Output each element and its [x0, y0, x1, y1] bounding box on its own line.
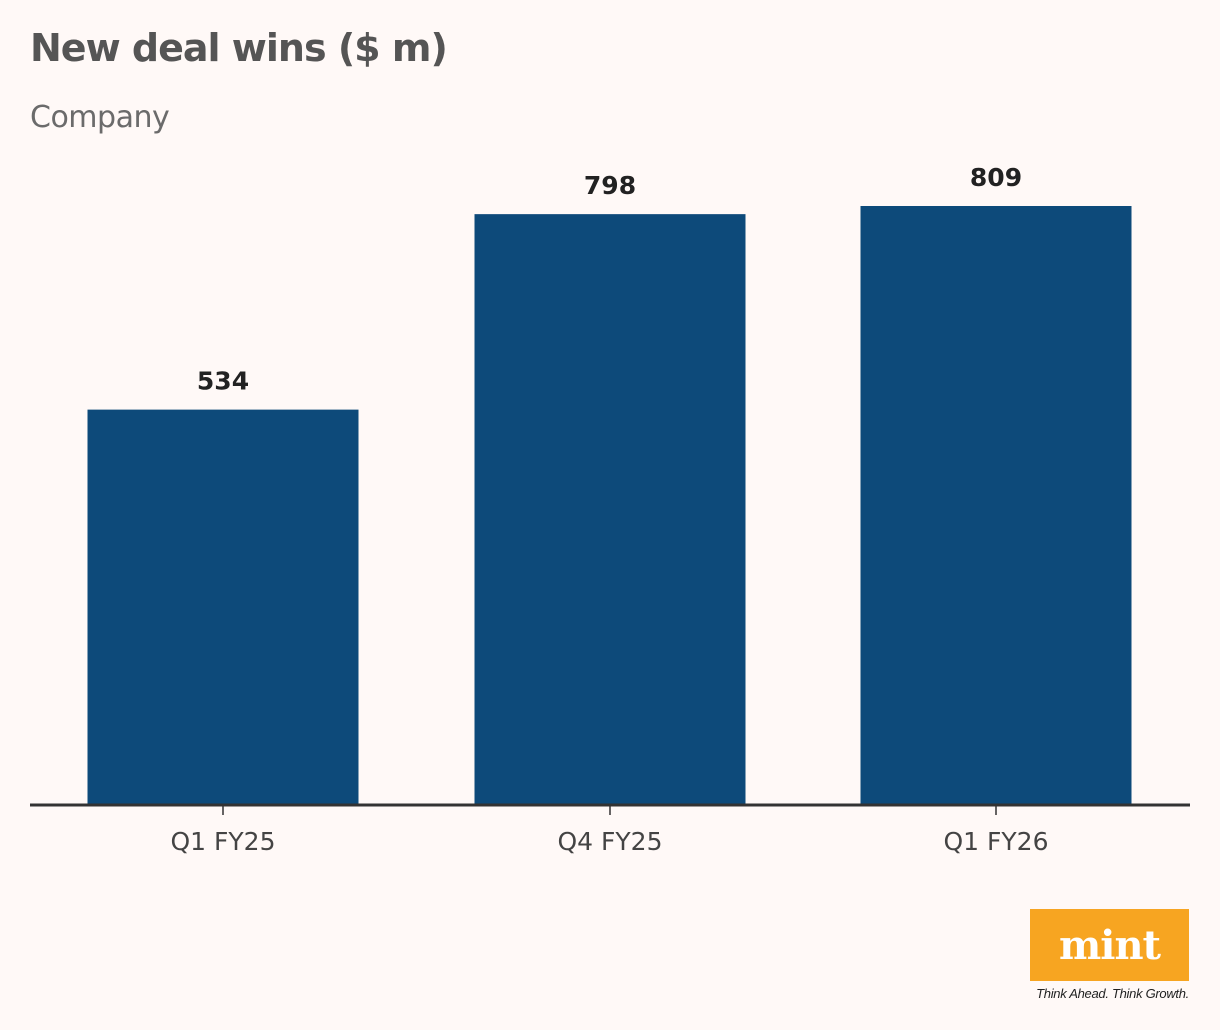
logo-tagline: Think Ahead. Think Growth.: [1036, 986, 1189, 1001]
bar-value-label: 809: [970, 163, 1022, 192]
mint-logo: mint: [1030, 909, 1189, 981]
bar-value-label: 798: [584, 171, 636, 200]
bar-value-label: 534: [197, 367, 249, 396]
x-tick-label: Q4 FY25: [558, 827, 663, 856]
bar-q1-fy25: [87, 409, 359, 805]
chart-title: New deal wins ($ m): [30, 26, 448, 70]
x-tick-label: Q1 FY25: [171, 827, 276, 856]
logo-text: mint: [1058, 921, 1161, 969]
bar-q4-fy25: [474, 214, 746, 805]
x-tick-label: Q1 FY26: [944, 827, 1049, 856]
bar-q1-fy26: [860, 206, 1132, 805]
chart-subtitle: Company: [30, 100, 170, 135]
